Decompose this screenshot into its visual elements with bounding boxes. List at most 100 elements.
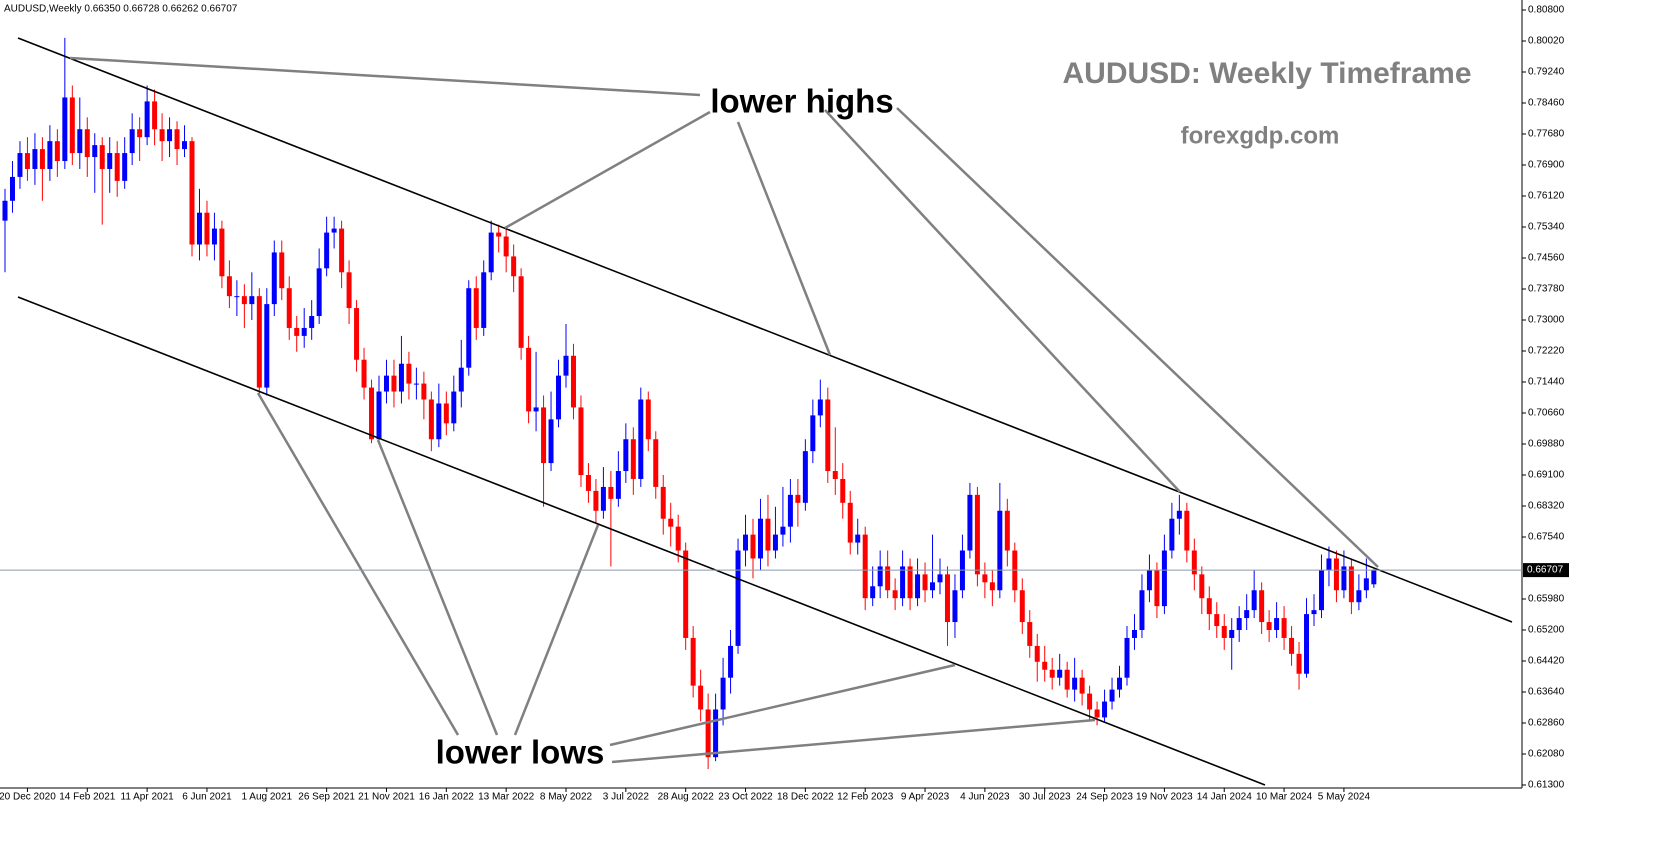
candle-body	[92, 145, 98, 158]
candle-body	[1289, 637, 1295, 654]
y-tick-label: 0.74560	[1528, 253, 1565, 264]
pointer	[504, 110, 711, 230]
chart-subtitle: forexgdp.com	[1181, 122, 1340, 149]
candle-body	[533, 407, 539, 412]
candle-body	[226, 276, 232, 297]
candle-body	[167, 129, 173, 142]
x-tick-label: 24 Sep 2023	[1076, 792, 1133, 803]
pointer	[611, 718, 1096, 764]
candle-body	[99, 145, 105, 169]
x-tick-label: 11 Apr 2021	[121, 792, 175, 803]
candle-body	[989, 582, 995, 591]
candle-body	[802, 451, 808, 503]
plot	[2, 37, 1377, 770]
candle-body	[114, 153, 120, 181]
candle-body	[930, 582, 936, 591]
candle-body	[1176, 510, 1182, 519]
candle-body	[324, 232, 330, 269]
candle-body	[668, 518, 674, 527]
x-tick-label: 16 Jan 2022	[419, 792, 474, 803]
x-tick-label: 8 May 2022	[540, 792, 593, 803]
candle-body	[817, 399, 823, 416]
candle-body	[907, 566, 913, 599]
candle-body	[705, 709, 711, 758]
candle-body	[122, 153, 128, 181]
candle-body	[1117, 677, 1123, 690]
y-tick-label: 0.67540	[1528, 532, 1565, 543]
candle-body	[196, 212, 202, 245]
candle-body	[1333, 558, 1339, 591]
x-tick-label: 14 Jan 2024	[1197, 792, 1252, 803]
y-tick-label: 0.71440	[1528, 377, 1565, 388]
candle-body	[974, 494, 980, 575]
candle-body	[743, 534, 749, 551]
candle-body	[870, 586, 876, 599]
candle-body	[1064, 669, 1070, 690]
x-tick-label: 9 Apr 2023	[901, 792, 950, 803]
candle-body	[877, 566, 883, 587]
candle-body	[1318, 570, 1324, 611]
candle-body	[728, 645, 734, 678]
candle-body	[271, 252, 277, 305]
candle-body	[152, 101, 158, 130]
x-tick-label: 26 Sep 2021	[298, 792, 355, 803]
y-tick-label: 0.80800	[1528, 5, 1565, 16]
candle-body	[541, 407, 547, 464]
candle-body	[204, 212, 210, 245]
candle-body	[885, 566, 891, 591]
candle-body	[32, 149, 38, 169]
y-tick-label: 0.68320	[1528, 501, 1565, 512]
x-tick-label: 14 Feb 2021	[59, 792, 116, 803]
candle-body	[1311, 610, 1317, 615]
candle-body	[1102, 701, 1108, 718]
x-tick-label: 30 Jul 2023	[1019, 792, 1071, 803]
candle-body	[1371, 570, 1377, 585]
candle-body	[249, 296, 255, 305]
candle-body	[294, 327, 300, 336]
candle-body	[780, 526, 786, 535]
x-tick-label: 3 Jul 2022	[603, 792, 650, 803]
candle-body	[211, 228, 217, 245]
candle-body	[451, 391, 457, 424]
candle-body	[952, 590, 958, 623]
y-tick-label: 0.62080	[1528, 749, 1565, 760]
candle-body	[1184, 510, 1190, 551]
pointer	[376, 439, 499, 736]
pointer	[256, 392, 460, 736]
candle-body	[137, 129, 143, 138]
x-tick-label: 5 May 2024	[1318, 792, 1371, 803]
candle-body	[413, 383, 419, 385]
candle-body	[556, 375, 562, 420]
candle-body	[1109, 689, 1115, 702]
candle-body	[2, 200, 8, 221]
candle-body	[279, 252, 285, 289]
annotation: lower lows	[436, 734, 605, 771]
pointer	[69, 56, 701, 97]
candle-body	[309, 316, 315, 328]
y-tick-label: 0.73780	[1528, 284, 1565, 295]
candle-body	[39, 149, 45, 169]
candle-body	[241, 296, 247, 305]
y-tick-label: 0.76900	[1528, 160, 1565, 171]
candle-body	[735, 550, 741, 646]
price-tag	[1523, 563, 1569, 578]
candle-body	[795, 494, 801, 503]
candle-body	[256, 296, 262, 388]
candle-body	[787, 494, 793, 527]
candle-body	[922, 574, 928, 591]
candle-body	[832, 471, 838, 479]
candle-body	[1214, 614, 1220, 627]
candle-body	[1304, 614, 1310, 674]
pointer	[609, 663, 956, 747]
candle-body	[1199, 574, 1205, 599]
candle-body	[24, 153, 30, 169]
candle-body	[1229, 630, 1235, 638]
candle-body	[189, 141, 195, 245]
y-tick-label: 0.62860	[1528, 718, 1565, 729]
candle-body	[630, 439, 636, 479]
candle-body	[1087, 693, 1093, 710]
pointer	[896, 107, 1379, 568]
candle-body	[1348, 566, 1354, 603]
candle-body	[354, 308, 360, 360]
